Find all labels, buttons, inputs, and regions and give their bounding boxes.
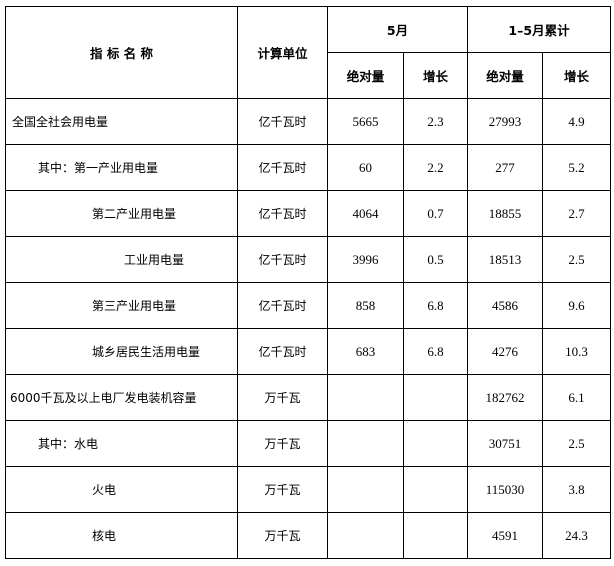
row-name: 其中：第一产业用电量	[5, 144, 238, 191]
header-indicator-name: 指 标 名 称	[5, 6, 238, 99]
row-cumulative-growth: 9.6	[542, 282, 611, 329]
row-cumulative-absolute: 277	[467, 144, 543, 191]
row-unit: 万千瓦	[237, 420, 328, 467]
row-month-growth	[403, 420, 468, 467]
row-month-growth	[403, 512, 468, 559]
row-cumulative-absolute: 27993	[467, 98, 543, 145]
row-month-growth: 0.7	[403, 190, 468, 237]
row-cumulative-absolute: 4591	[467, 512, 543, 559]
row-cumulative-growth: 5.2	[542, 144, 611, 191]
row-unit: 亿千瓦时	[237, 98, 328, 145]
table-row: 第三产业用电量 亿千瓦时 858 6.8 4586 9.6	[5, 282, 611, 329]
row-name: 工业用电量	[5, 236, 238, 283]
header-cumulative: 1–5月累计	[467, 6, 611, 53]
row-month-growth: 0.5	[403, 236, 468, 283]
row-name: 核电	[5, 512, 238, 559]
row-cumulative-growth: 4.9	[542, 98, 611, 145]
row-cumulative-absolute: 182762	[467, 374, 543, 421]
row-unit: 亿千瓦时	[237, 236, 328, 283]
row-unit: 万千瓦	[237, 512, 328, 559]
row-unit: 亿千瓦时	[237, 190, 328, 237]
row-month-absolute: 3996	[327, 236, 404, 283]
electricity-stats-table: 指 标 名 称 计算单位 5月 1–5月累计 绝对量 增长 绝对量 增长 全国全…	[5, 6, 611, 559]
header-month-absolute: 绝对量	[327, 52, 404, 99]
row-month-growth	[403, 374, 468, 421]
row-month-absolute	[327, 512, 404, 559]
row-name: 6000千瓦及以上电厂发电装机容量	[5, 374, 238, 421]
table-row: 工业用电量 亿千瓦时 3996 0.5 18513 2.5	[5, 236, 611, 283]
row-name: 其中：水电	[5, 420, 238, 467]
table-row: 火电 万千瓦 115030 3.8	[5, 466, 611, 513]
row-month-growth: 6.8	[403, 282, 468, 329]
row-unit: 万千瓦	[237, 374, 328, 421]
row-cumulative-growth: 2.5	[542, 236, 611, 283]
row-cumulative-absolute: 18513	[467, 236, 543, 283]
row-cumulative-growth: 6.1	[542, 374, 611, 421]
row-cumulative-growth: 10.3	[542, 328, 611, 375]
row-month-absolute: 5665	[327, 98, 404, 145]
row-cumulative-growth: 24.3	[542, 512, 611, 559]
row-month-growth: 2.3	[403, 98, 468, 145]
row-cumulative-absolute: 4586	[467, 282, 543, 329]
row-name: 第三产业用电量	[5, 282, 238, 329]
row-month-absolute	[327, 374, 404, 421]
row-month-absolute	[327, 420, 404, 467]
row-cumulative-absolute: 4276	[467, 328, 543, 375]
row-month-absolute: 858	[327, 282, 404, 329]
row-month-absolute: 683	[327, 328, 404, 375]
header-month: 5月	[327, 6, 468, 53]
table-row: 全国全社会用电量 亿千瓦时 5665 2.3 27993 4.9	[5, 98, 611, 145]
row-unit: 亿千瓦时	[237, 282, 328, 329]
row-month-absolute: 4064	[327, 190, 404, 237]
row-month-absolute: 60	[327, 144, 404, 191]
table-row: 其中：水电 万千瓦 30751 2.5	[5, 420, 611, 467]
row-cumulative-growth: 3.8	[542, 466, 611, 513]
row-cumulative-absolute: 18855	[467, 190, 543, 237]
header-cumulative-absolute: 绝对量	[467, 52, 543, 99]
row-cumulative-absolute: 115030	[467, 466, 543, 513]
row-month-growth: 6.8	[403, 328, 468, 375]
row-name: 第二产业用电量	[5, 190, 238, 237]
table-row: 6000千瓦及以上电厂发电装机容量 万千瓦 182762 6.1	[5, 374, 611, 421]
header-month-growth: 增长	[403, 52, 468, 99]
table-row: 核电 万千瓦 4591 24.3	[5, 512, 611, 559]
header-unit: 计算单位	[237, 6, 328, 99]
row-name: 火电	[5, 466, 238, 513]
row-unit: 亿千瓦时	[237, 144, 328, 191]
row-name: 城乡居民生活用电量	[5, 328, 238, 375]
header-cumulative-growth: 增长	[542, 52, 611, 99]
row-cumulative-growth: 2.5	[542, 420, 611, 467]
row-cumulative-growth: 2.7	[542, 190, 611, 237]
row-unit: 万千瓦	[237, 466, 328, 513]
table-row: 第二产业用电量 亿千瓦时 4064 0.7 18855 2.7	[5, 190, 611, 237]
table-row: 城乡居民生活用电量 亿千瓦时 683 6.8 4276 10.3	[5, 328, 611, 375]
row-month-growth	[403, 466, 468, 513]
row-cumulative-absolute: 30751	[467, 420, 543, 467]
table-row: 其中：第一产业用电量 亿千瓦时 60 2.2 277 5.2	[5, 144, 611, 191]
row-month-growth: 2.2	[403, 144, 468, 191]
row-unit: 亿千瓦时	[237, 328, 328, 375]
row-name: 全国全社会用电量	[5, 98, 238, 145]
row-month-absolute	[327, 466, 404, 513]
